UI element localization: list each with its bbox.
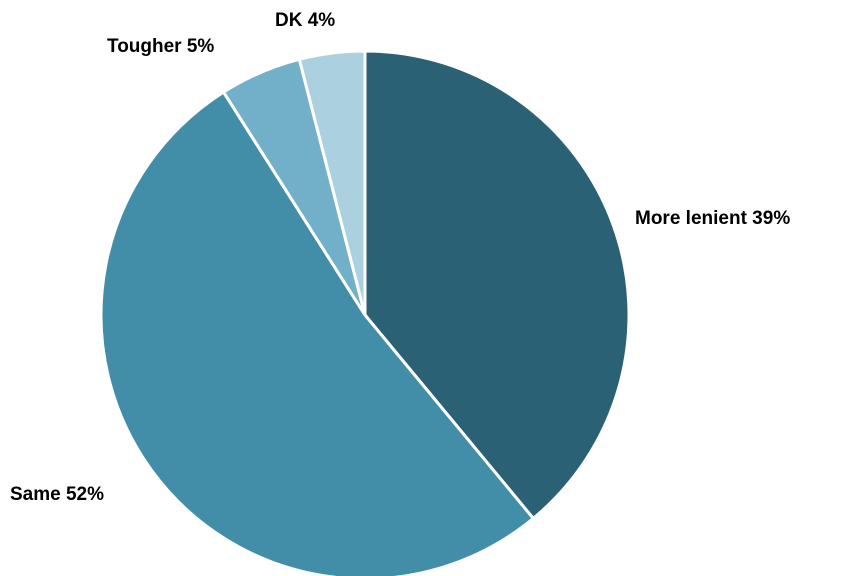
slice-label-tougher: Tougher 5% — [107, 36, 214, 57]
pie-slice-more-lenient — [363, 49, 631, 520]
pie-slice-same — [99, 90, 535, 576]
slice-label-dk: DK 4% — [275, 10, 335, 31]
slice-label-same: Same 52% — [10, 484, 104, 505]
pie-slice-dk — [297, 49, 367, 317]
slice-label-more-lenient: More lenient 39% — [635, 208, 790, 229]
pie-labels: More lenient 39% Same 52% Tougher 5% DK … — [10, 10, 790, 505]
pie-slices — [99, 49, 631, 576]
